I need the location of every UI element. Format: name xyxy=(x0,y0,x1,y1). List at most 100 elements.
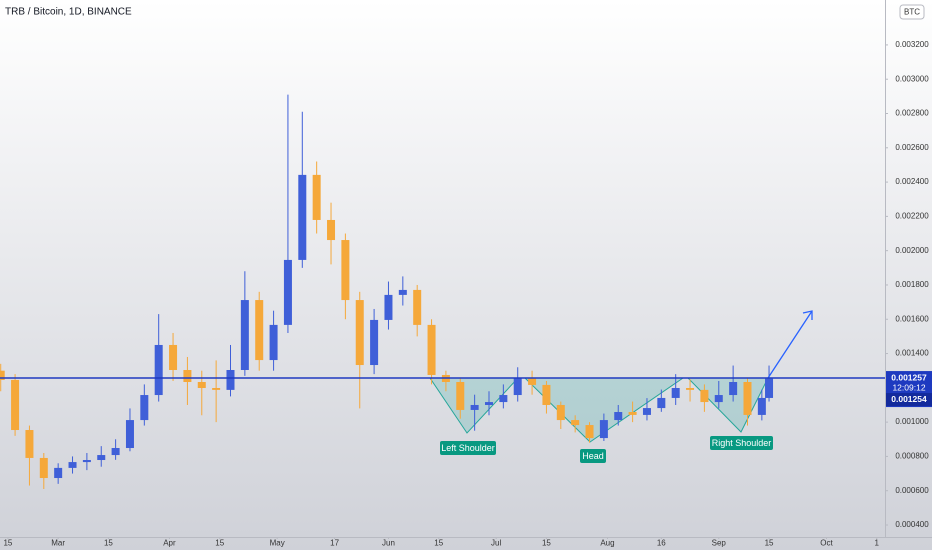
candle-body xyxy=(628,412,637,415)
y-tick-label: 0.001600 xyxy=(895,314,929,323)
candle-body xyxy=(355,300,364,366)
candle-body xyxy=(729,382,738,396)
y-tick-label: 0.002400 xyxy=(895,177,929,186)
annotation-label: Head xyxy=(582,451,604,461)
candle-body xyxy=(484,402,493,405)
x-tick-label: May xyxy=(270,539,285,548)
annotation-box xyxy=(440,441,496,455)
target-arrow xyxy=(767,310,813,379)
x-tick-label: Oct xyxy=(820,539,833,548)
annotation-box xyxy=(710,436,773,450)
candle-body xyxy=(657,397,666,409)
candle-body xyxy=(642,408,651,415)
currency-badge[interactable] xyxy=(899,4,925,20)
candle-body xyxy=(614,412,623,421)
candle-body xyxy=(327,219,336,241)
candle-body xyxy=(11,379,20,431)
candle-body xyxy=(68,462,77,468)
candle-body xyxy=(197,382,206,389)
x-tick-label: Aug xyxy=(600,539,614,548)
annotation-right: Right Shoulder xyxy=(710,436,773,450)
candle-body xyxy=(528,378,537,385)
candle-body xyxy=(700,389,709,403)
x-tick-label: 15 xyxy=(765,539,774,548)
x-tick-label: 16 xyxy=(657,539,666,548)
x-tick-label: Apr xyxy=(163,539,176,548)
countdown: 12:09:12 xyxy=(892,382,925,392)
candle-body xyxy=(384,294,393,320)
annotation-head: Head xyxy=(580,449,606,463)
x-tick-label: Sep xyxy=(712,539,727,548)
arrow-head xyxy=(802,310,813,320)
last-price-box xyxy=(886,393,932,407)
x-tick-label: 1 xyxy=(875,539,880,548)
candle-body xyxy=(765,378,774,398)
candle-body xyxy=(255,300,264,361)
candle-body xyxy=(240,300,249,371)
candle-body xyxy=(671,388,680,398)
candle-body xyxy=(125,420,134,449)
candle-body xyxy=(757,397,766,415)
candle-body xyxy=(269,324,278,361)
candle-body xyxy=(212,388,221,390)
candle-body xyxy=(686,388,695,390)
annotation-label: Right Shoulder xyxy=(712,438,772,448)
candle-body xyxy=(542,384,551,405)
candle-body xyxy=(140,395,149,421)
candle-body xyxy=(169,344,178,371)
y-tick-label: 0.000400 xyxy=(895,520,929,529)
candle-body xyxy=(97,455,106,461)
arrow-line xyxy=(767,310,813,379)
x-tick-label: 15 xyxy=(3,539,12,548)
x-tick-label: 15 xyxy=(215,539,224,548)
y-tick-label: 0.002600 xyxy=(895,143,929,152)
candle-body xyxy=(0,370,5,380)
y-tick-label: 0.001800 xyxy=(895,280,929,289)
candle-body xyxy=(398,289,407,295)
y-tick-label: 0.003200 xyxy=(895,40,929,49)
y-tick-label: 0.002800 xyxy=(895,109,929,118)
candle-body xyxy=(370,319,379,366)
candle-body xyxy=(283,259,292,325)
y-tick-label: 0.002000 xyxy=(895,246,929,255)
x-tick-label: Jun xyxy=(382,539,395,548)
candle-body xyxy=(456,382,465,410)
candle-body xyxy=(470,404,479,410)
candle-body xyxy=(413,289,422,325)
x-tick-label: Jul xyxy=(491,539,501,548)
x-tick-label: 15 xyxy=(542,539,551,548)
x-tick-label: 15 xyxy=(104,539,113,548)
candle-body xyxy=(312,174,321,220)
chart-title: TRB / Bitcoin, 1D, BINANCE xyxy=(5,7,132,18)
candle-body xyxy=(54,467,63,479)
candle-body xyxy=(427,324,436,375)
candle-body xyxy=(499,395,508,403)
annotation-left: Left Shoulder xyxy=(440,441,496,455)
candle-body xyxy=(39,457,48,479)
candle-body xyxy=(341,240,350,301)
x-tick-label: 17 xyxy=(330,539,339,548)
x-tick-label: 15 xyxy=(434,539,443,548)
annotation-label: Left Shoulder xyxy=(441,443,495,453)
y-tick-label: 0.002200 xyxy=(895,211,929,220)
candle-body xyxy=(154,344,163,396)
candle-body xyxy=(556,404,565,421)
y-tick-label: 0.000600 xyxy=(895,486,929,495)
currency-label: BTC xyxy=(904,8,920,17)
annotation-box xyxy=(580,449,606,463)
candle-body xyxy=(599,420,608,439)
candle-body xyxy=(25,430,34,458)
candle-body xyxy=(513,378,522,396)
candle-body xyxy=(111,448,120,456)
y-tick-label: 0.003000 xyxy=(895,74,929,83)
y-tick-label: 0.001000 xyxy=(895,417,929,426)
y-tick-label: 0.001400 xyxy=(895,349,929,358)
candle-body xyxy=(743,382,752,415)
candle-body xyxy=(298,174,307,260)
candle-body xyxy=(226,370,235,390)
candle-body xyxy=(183,370,192,383)
candle-body xyxy=(585,425,594,439)
